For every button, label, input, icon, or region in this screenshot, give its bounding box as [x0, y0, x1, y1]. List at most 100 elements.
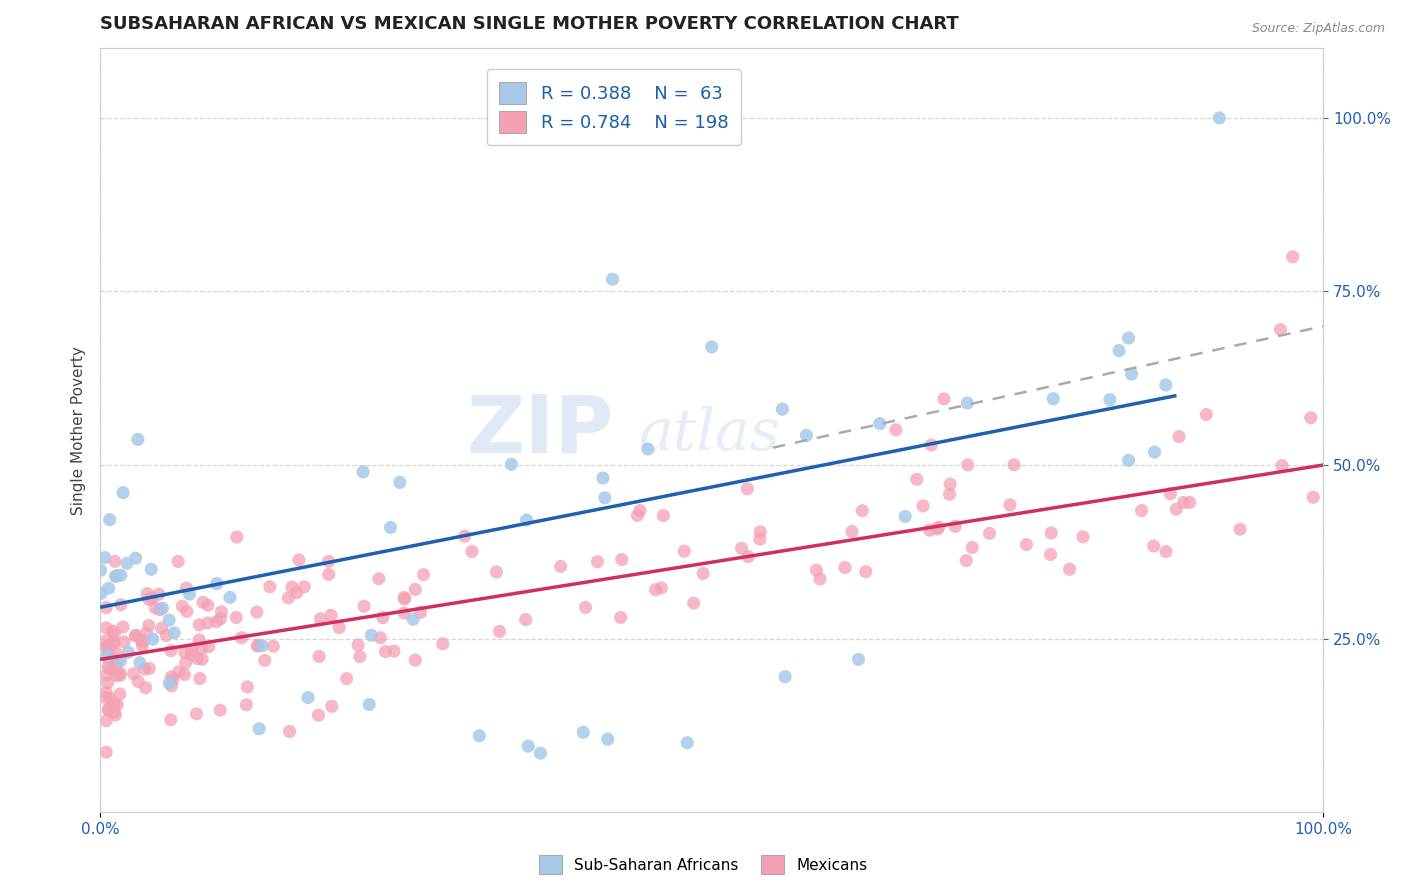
Point [122, 666, 145, 681]
Point [105, 654, 128, 668]
Point [101, 652, 124, 666]
Point [181, 643, 204, 657]
Point [96, 640, 118, 654]
Point [205, 615, 228, 629]
Point [956, 396, 979, 410]
Point [112, 635, 135, 649]
Point [159, 713, 181, 727]
Point [979, 526, 1001, 541]
Point [179, 587, 201, 601]
Point [392, 591, 415, 605]
Point [596, 732, 619, 747]
Point [998, 498, 1021, 512]
Point [454, 529, 477, 543]
Point [517, 739, 540, 754]
Point [610, 552, 633, 566]
Point [250, 639, 273, 653]
Point [148, 587, 170, 601]
Point [127, 433, 149, 447]
Point [292, 580, 315, 594]
Point [855, 565, 877, 579]
Point [128, 656, 150, 670]
Point [188, 632, 211, 647]
Point [772, 402, 794, 417]
Point [176, 604, 198, 618]
Point [285, 585, 308, 599]
Point [806, 563, 828, 577]
Point [160, 679, 183, 693]
Point [652, 508, 675, 523]
Point [307, 708, 329, 723]
Point [104, 707, 127, 722]
Point [918, 523, 941, 537]
Point [409, 606, 432, 620]
Point [96, 714, 118, 728]
Point [98, 691, 121, 706]
Point [1121, 367, 1143, 381]
Point [152, 601, 174, 615]
Point [97, 582, 120, 596]
Point [920, 438, 942, 452]
Point [219, 591, 242, 605]
Point [112, 485, 135, 500]
Point [319, 608, 342, 623]
Point [1059, 562, 1081, 576]
Point [347, 638, 370, 652]
Point [1108, 343, 1130, 358]
Point [834, 560, 856, 574]
Point [626, 508, 648, 523]
Point [110, 568, 132, 582]
Point [105, 698, 128, 712]
Point [186, 651, 208, 665]
Point [101, 637, 124, 651]
Point [174, 656, 197, 670]
Point [167, 665, 190, 679]
Point [127, 674, 149, 689]
Point [749, 524, 772, 539]
Point [277, 591, 299, 605]
Point [160, 670, 183, 684]
Point [138, 592, 160, 607]
Point [404, 582, 426, 597]
Point [209, 611, 232, 625]
Point [1208, 111, 1230, 125]
Point [124, 629, 146, 643]
Point [205, 576, 228, 591]
Point [96, 685, 118, 699]
Point [318, 567, 340, 582]
Point [162, 673, 184, 688]
Point [869, 417, 891, 431]
Point [1154, 544, 1177, 558]
Point [188, 672, 211, 686]
Point [235, 698, 257, 712]
Point [1178, 495, 1201, 509]
Point [515, 513, 537, 527]
Point [246, 605, 269, 619]
Point [485, 565, 508, 579]
Point [644, 582, 666, 597]
Point [131, 639, 153, 653]
Point [96, 676, 118, 690]
Point [1143, 445, 1166, 459]
Point [209, 703, 232, 717]
Point [125, 628, 148, 642]
Point [173, 667, 195, 681]
Point [197, 615, 219, 630]
Point [259, 580, 281, 594]
Point [894, 509, 917, 524]
Point [163, 625, 186, 640]
Text: atlas: atlas [638, 406, 780, 462]
Point [1271, 458, 1294, 473]
Point [110, 598, 132, 612]
Point [673, 544, 696, 558]
Point [609, 610, 631, 624]
Point [105, 568, 128, 582]
Point [404, 653, 426, 667]
Point [1281, 250, 1303, 264]
Text: SUBSAHARAN AFRICAN VS MEXICAN SINGLE MOTHER POVERTY CORRELATION CHART: SUBSAHARAN AFRICAN VS MEXICAN SINGLE MOT… [100, 15, 959, 33]
Point [572, 725, 595, 739]
Point [1118, 453, 1140, 467]
Point [737, 482, 759, 496]
Point [1302, 491, 1324, 505]
Point [115, 557, 138, 571]
